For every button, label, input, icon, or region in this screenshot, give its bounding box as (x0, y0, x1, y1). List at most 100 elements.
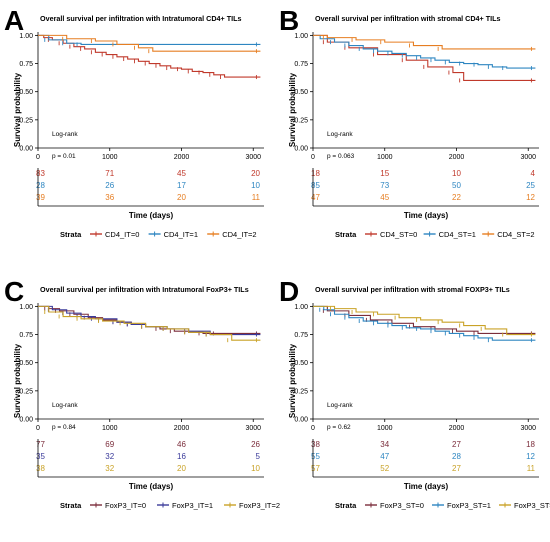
risk-count: 5 (256, 452, 261, 461)
x-tick-label: 1000 (377, 154, 393, 161)
y-tick-label: 0.75 (19, 332, 33, 339)
x-tick-label: 0 (36, 425, 40, 432)
risk-count: 45 (380, 193, 389, 202)
legend-title: Strata (60, 501, 82, 510)
km-panel-a: A Overall survival per infiltration with … (4, 5, 264, 239)
risk-count: 28 (36, 181, 45, 190)
risk-count: 38 (36, 464, 45, 473)
risk-count: 25 (526, 181, 535, 190)
risk-count: 27 (452, 440, 461, 449)
y-tick-label: 0.00 (294, 146, 308, 153)
survival-curve-0 (313, 305, 536, 334)
legend-label: CD4_IT=0 (105, 230, 139, 239)
risk-count: 52 (380, 464, 389, 473)
plot-area (313, 303, 539, 419)
y-tick-label: 0.75 (19, 61, 33, 68)
risk-count: 85 (311, 181, 320, 190)
risk-count: 38 (311, 440, 320, 449)
y-tick-label: 1.00 (294, 33, 308, 40)
risk-count: 77 (36, 440, 45, 449)
y-tick-label: 0.00 (19, 146, 33, 153)
y-tick-label: 1.00 (294, 304, 308, 311)
chart-title: Overall survival per infiltration with I… (40, 14, 242, 23)
p-value-label: p = 0.84 (52, 424, 76, 431)
survival-curve-2 (313, 34, 536, 50)
risk-count: 12 (526, 452, 535, 461)
y-tick-label: 1.00 (19, 304, 33, 311)
risk-count: 11 (527, 464, 536, 473)
risk-count: 55 (311, 452, 320, 461)
x-tick-label: 1000 (102, 154, 118, 161)
y-tick-label: 0.50 (19, 89, 33, 96)
risk-count: 34 (380, 440, 389, 449)
legend-label: FoxP3_ST=0 (380, 501, 424, 510)
km-panel-b: B Overall survival per infiltration with … (279, 5, 539, 239)
legend-title: Strata (335, 501, 357, 510)
risk-count: 17 (177, 181, 186, 190)
chart-title: Overall survival per infiltration with s… (315, 14, 501, 23)
risk-count: 57 (311, 464, 320, 473)
risk-count: 20 (177, 193, 186, 202)
survival-curve-2 (38, 34, 261, 52)
risk-count: 26 (251, 440, 260, 449)
log-rank-label: Log-rank (52, 131, 78, 138)
risk-count: 45 (177, 169, 186, 178)
legend-label: FoxP3_ST=1 (447, 501, 491, 510)
legend-title: Strata (60, 230, 82, 239)
risk-count: 20 (251, 169, 260, 178)
risk-count: 46 (177, 440, 186, 449)
survival-curve-2 (313, 305, 536, 336)
y-tick-label: 0.25 (19, 388, 33, 395)
x-tick-label: 3000 (520, 425, 536, 432)
x-axis-label: Time (days) (404, 211, 449, 220)
risk-count: 47 (380, 452, 389, 461)
risk-count: 18 (311, 169, 320, 178)
legend-label: CD4_ST=1 (439, 230, 476, 239)
risk-count: 18 (526, 440, 535, 449)
legend-label: CD4_ST=0 (380, 230, 417, 239)
y-tick-label: 0.50 (294, 89, 308, 96)
legend-label: FoxP3_IT=1 (172, 501, 213, 510)
y-tick-label: 0.00 (19, 417, 33, 424)
legend-label: FoxP3_IT=2 (239, 501, 280, 510)
x-tick-label: 2000 (449, 425, 465, 432)
risk-count: 39 (36, 193, 45, 202)
chart-title: Overall survival per infiltration with s… (315, 285, 510, 294)
risk-count: 27 (452, 464, 461, 473)
y-tick-label: 0.25 (19, 117, 33, 124)
risk-count: 73 (380, 181, 389, 190)
p-value-label: p = 0.01 (52, 153, 76, 160)
y-tick-label: 1.00 (19, 33, 33, 40)
panel-letter: C (4, 276, 24, 307)
x-tick-label: 3000 (520, 154, 536, 161)
risk-count: 10 (251, 464, 260, 473)
y-tick-label: 0.75 (294, 332, 308, 339)
log-rank-label: Log-rank (52, 402, 78, 409)
x-axis-label: Time (days) (404, 482, 449, 491)
p-value-label: p = 0.063 (327, 153, 355, 160)
x-tick-label: 1000 (377, 425, 393, 432)
risk-count: 47 (311, 193, 320, 202)
legend-label: FoxP3_ST=2 (514, 501, 550, 510)
risk-count: 69 (105, 440, 114, 449)
km-panel-c: C Overall survival per infiltration with … (4, 276, 280, 510)
y-tick-label: 0.25 (294, 388, 308, 395)
panel-letter: D (279, 276, 299, 307)
x-tick-label: 1000 (102, 425, 118, 432)
y-tick-label: 0.50 (19, 360, 33, 367)
risk-count: 32 (105, 452, 114, 461)
risk-count: 12 (526, 193, 535, 202)
risk-count: 28 (452, 452, 461, 461)
risk-count: 83 (36, 169, 45, 178)
x-tick-label: 2000 (174, 425, 190, 432)
survival-curve-1 (38, 34, 261, 45)
panel-letter: B (279, 5, 299, 36)
x-tick-label: 3000 (245, 154, 261, 161)
p-value-label: p = 0.62 (327, 424, 351, 431)
legend-title: Strata (335, 230, 357, 239)
risk-count: 26 (105, 181, 114, 190)
plot-area (313, 32, 539, 148)
legend-label: CD4_IT=1 (164, 230, 198, 239)
risk-count: 4 (531, 169, 536, 178)
risk-count: 15 (380, 169, 389, 178)
